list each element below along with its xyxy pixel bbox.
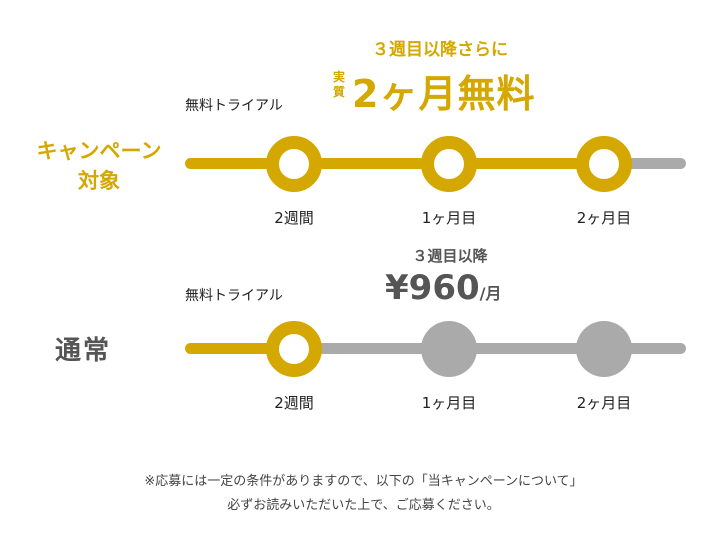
regular-node-label: 1ヶ月目 <box>421 394 477 412</box>
campaign-node-week2 <box>266 136 322 192</box>
regular-node-month2 <box>576 321 632 377</box>
price: ¥960/月 <box>385 268 502 308</box>
regular-node-week2 <box>266 321 322 377</box>
campaign-title: キャンペーン 対象 <box>14 136 184 196</box>
campaign-node-label: 1ヶ月目 <box>421 209 477 227</box>
regular-track-active <box>185 343 315 354</box>
regular-node-month1 <box>421 321 477 377</box>
regular-trial-label: 無料トライアル <box>185 288 283 304</box>
promo-prefix-1: 実 <box>332 70 345 84</box>
promo-prefix-2: 質 <box>332 85 345 99</box>
campaign-node-month1 <box>421 136 477 192</box>
campaign-track-remaining <box>600 158 686 169</box>
regular-node-label: 2週間 <box>274 394 314 412</box>
price-unit: /月 <box>479 284 502 303</box>
campaign-node-label: 2週間 <box>274 209 314 227</box>
promo-subtitle: ３週目以降さらに <box>372 40 508 60</box>
campaign-track-active <box>185 158 625 169</box>
campaign-title-line1: キャンペーン <box>36 139 162 163</box>
promo-headline: 2ヶ月無料 <box>352 72 536 116</box>
campaign-trial-label: 無料トライアル <box>185 98 283 114</box>
disclaimer-line1: ※応募には一定の条件がありますので、以下の「当キャンペーンについて」 <box>144 474 583 489</box>
campaign-node-month2 <box>576 136 632 192</box>
regular-track-inactive <box>300 343 686 354</box>
price-value: ¥960 <box>385 268 480 308</box>
regular-title: 通常 <box>55 336 112 366</box>
regular-node-label: 2ヶ月目 <box>576 394 632 412</box>
campaign-node-label: 2ヶ月目 <box>576 209 632 227</box>
campaign-title-line2: 対象 <box>78 169 120 193</box>
disclaimer-note: ※応募には一定の条件がありますので、以下の「当キャンペーンについて」 必ずお読み… <box>0 470 727 518</box>
disclaimer-line2: 必ずお読みいただいた上で、ご応募ください。 <box>227 498 500 513</box>
promo-prefix: 実 質 <box>329 70 349 100</box>
price-subtitle: ３週目以降 <box>412 247 488 265</box>
